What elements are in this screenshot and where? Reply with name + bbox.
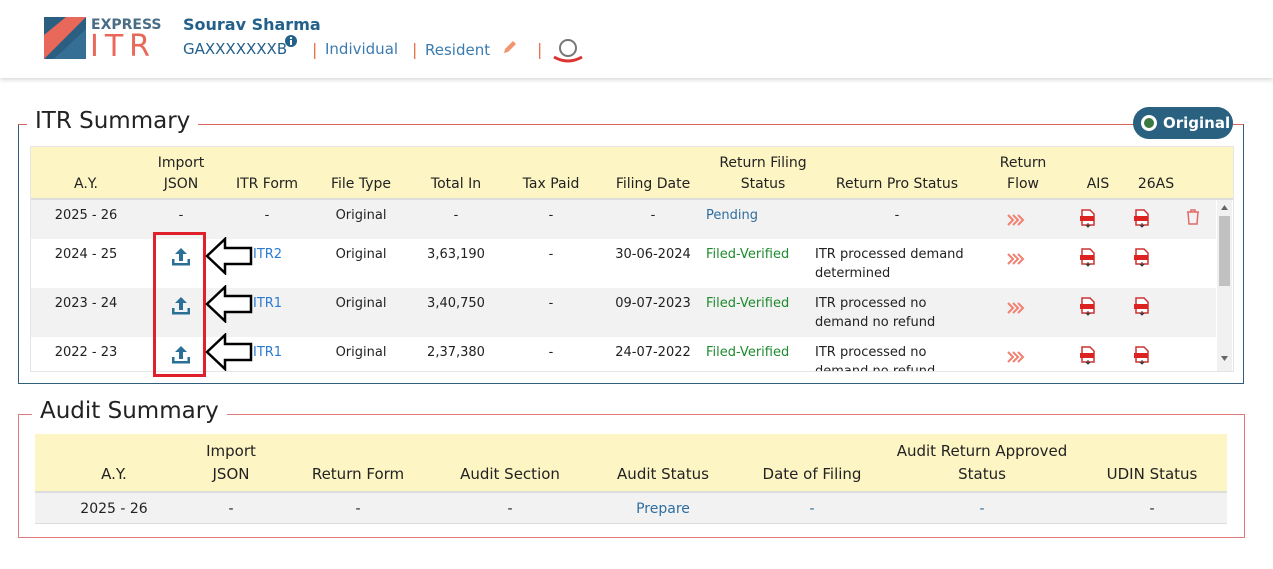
ais-pdf[interactable] (1079, 346, 1097, 366)
cell-pro-status: ITR processed no demand no refund (815, 296, 936, 330)
cell-status: Pending (706, 208, 758, 223)
itr-fieldset (18, 124, 1244, 384)
column-header: Tax Paid (522, 176, 580, 192)
cell-total-in: 3,40,750 (427, 296, 485, 311)
column-header: Filing Date (615, 176, 691, 192)
cell-status: Filed-Verified (706, 296, 790, 311)
cell-file-type: Original (335, 247, 387, 262)
upload-icon[interactable] (169, 245, 193, 269)
ais-pdf[interactable] (1079, 209, 1097, 229)
itr-title: ITR Summary (27, 108, 199, 134)
column-header: Total In (430, 176, 482, 192)
cell-file-type: Original (335, 208, 387, 223)
header-row (31, 147, 1233, 200)
upload-icon[interactable] (169, 294, 193, 318)
logo-bottom: ITR (90, 29, 157, 64)
emblem (553, 39, 583, 63)
highlight-box (153, 232, 206, 377)
column-header: Import JSON (157, 155, 205, 192)
26as-pdf[interactable] (1133, 297, 1151, 317)
column-header: Return Pro Status (835, 176, 959, 192)
audit-fieldset (18, 414, 1245, 538)
delete-icon[interactable] (1184, 207, 1202, 227)
cell-ay: 2024 - 25 (54, 247, 118, 262)
cell-form: ITR2 (253, 247, 283, 262)
itr-table: A.Y. Import JSON ITR Form File Type Total In… (30, 146, 1234, 372)
logo-mark (44, 17, 86, 59)
cell-filing-date: - (650, 208, 656, 223)
26as-pdf[interactable] (1133, 346, 1151, 366)
cell-filing-date: 24-07-2022 (615, 345, 691, 360)
column-header: A.Y. (74, 176, 98, 192)
column-header: ITR Form (235, 176, 299, 192)
annotation-arrow (205, 237, 253, 275)
cell-ay: 2023 - 24 (54, 296, 118, 311)
cell-total-in: 3,63,190 (427, 247, 485, 262)
cell-total-in: 2,37,380 (427, 345, 485, 360)
return-flow-icon[interactable] (1006, 212, 1026, 228)
cell-tax-paid: - (548, 296, 554, 311)
cell-form: ITR1 (253, 296, 283, 311)
column-header: File Type (330, 176, 392, 192)
cell-file-type: Original (335, 345, 387, 360)
upload-icon[interactable] (169, 343, 193, 367)
cell-tax-paid: - (548, 208, 554, 223)
cell-ay: 2022 - 23 (54, 345, 118, 360)
cell-tax-paid: - (548, 247, 554, 262)
26as-pdf[interactable] (1133, 209, 1151, 229)
cell-pro-status: - (894, 208, 900, 223)
column-header: Return Filing Status (719, 155, 807, 192)
badge-text: Original (1163, 114, 1231, 132)
return-flow-icon[interactable] (1006, 300, 1026, 316)
cell-form: - (264, 208, 270, 223)
cell-filing-date: 09-07-2023 (615, 296, 691, 311)
26as-pdf[interactable] (1133, 248, 1151, 268)
separator: | (537, 40, 543, 59)
column-header: 26AS (1137, 176, 1175, 192)
column-header: Return Flow (999, 155, 1047, 192)
cell-pro-status: ITR processed no demand no refund (815, 345, 936, 372)
cell-file-type: Original (335, 296, 387, 311)
annotation-arrow (205, 333, 253, 371)
ais-pdf[interactable] (1079, 248, 1097, 268)
cell-tax-paid: - (548, 345, 554, 360)
separator: | (312, 40, 318, 59)
annotation-arrow (205, 285, 253, 323)
return-flow-icon[interactable] (1006, 251, 1026, 267)
logo-top: EXPRESS (91, 17, 162, 33)
info-icon[interactable] (285, 35, 297, 47)
separator: | (412, 40, 418, 59)
ais-pdf[interactable] (1079, 297, 1097, 317)
cell-filing-date: 30-06-2024 (615, 247, 691, 262)
badge[interactable]: Original (1133, 107, 1233, 139)
cell-pro-status: ITR processed demand determined (815, 247, 964, 281)
cell-total-in: - (453, 208, 459, 223)
scroll-down[interactable] (1220, 355, 1229, 362)
cell-ay: 2025 - 26 (54, 208, 118, 223)
header: EXPRESS ITR Sourav Sharma GAXXXXXXXB | I… (0, 0, 1273, 78)
return-flow-icon[interactable] (1006, 349, 1026, 365)
audit-title: Audit Summary (32, 398, 227, 424)
cell-form: ITR1 (253, 345, 283, 360)
cell-status: Filed-Verified (706, 345, 790, 360)
scroll-up[interactable] (1220, 204, 1229, 211)
cell-status: Filed-Verified (706, 247, 790, 262)
user-name: Sourav Sharma (183, 15, 321, 34)
residency: Resident (425, 41, 491, 59)
category: Individual (325, 40, 399, 58)
itr-table-inner: A.Y. Import JSON ITR Form File Type Total In… (31, 147, 1233, 372)
column-header: AIS (1086, 176, 1110, 192)
edit-icon[interactable] (502, 39, 518, 55)
pan: GAXXXXXXXB (183, 40, 288, 58)
cell-import: - (178, 208, 184, 223)
scrollbar-thumb (1219, 216, 1230, 286)
